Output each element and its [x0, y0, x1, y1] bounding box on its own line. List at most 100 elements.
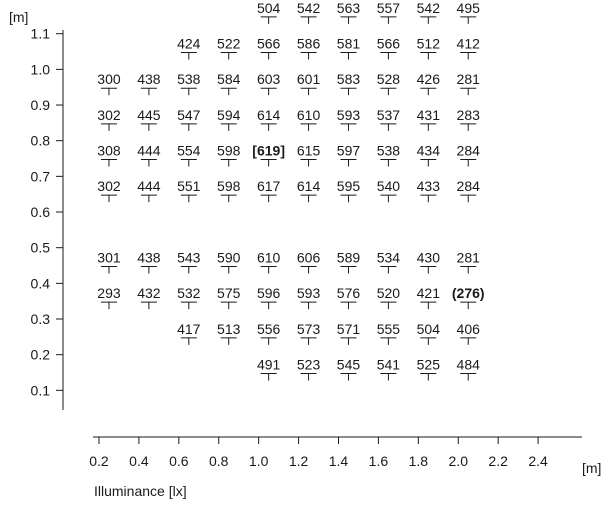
- x-tick-label: 0.2: [89, 453, 109, 469]
- data-cell: 614: [297, 178, 320, 203]
- x-tick-label: 1.0: [249, 453, 269, 469]
- data-value-label: 522: [217, 36, 241, 52]
- data-cell: 302: [97, 107, 121, 131]
- data-value-label: 598: [217, 143, 241, 159]
- data-cell: 551: [177, 178, 201, 203]
- data-cell: 593: [337, 107, 361, 131]
- data-value-label: 421: [417, 285, 441, 301]
- x-ticks: 0.2 0.4 0.6 0.8 1.0 1.2 1.4 1.6 1.8 2.0 2.2 2.4: [89, 437, 548, 469]
- data-cell: 283: [457, 107, 480, 131]
- data-value-label: 426: [417, 71, 441, 87]
- data-value-label: 573: [297, 321, 321, 337]
- x-tick-label: 2.4: [528, 453, 548, 469]
- data-value-label: 293: [97, 285, 121, 301]
- data-cell: 610: [257, 250, 281, 274]
- data-cell: 504: [417, 321, 440, 345]
- x-tick-label: 0.4: [129, 453, 149, 469]
- data-value-label: [619]: [252, 143, 285, 159]
- data-cell: 566: [377, 36, 400, 60]
- data-value-label: 406: [457, 321, 481, 337]
- data-cell: 540: [377, 178, 400, 203]
- data-cell: 590: [217, 250, 241, 274]
- data-value-label: 610: [297, 107, 321, 123]
- data-cell: 603: [257, 71, 281, 96]
- x-axis-title: Illuminance [lx]: [94, 483, 187, 499]
- data-value-label: 598: [217, 178, 241, 194]
- data-value-label: 534: [377, 250, 401, 266]
- x-tick-label: 1.6: [369, 453, 389, 469]
- data-cell: 538: [177, 71, 201, 96]
- data-value-label: 491: [257, 357, 281, 373]
- data-cell: 444: [137, 178, 161, 203]
- data-value-label: 581: [337, 36, 361, 52]
- data-cell: 308: [97, 143, 121, 167]
- data-value-label: 300: [97, 71, 121, 87]
- data-cell: 445: [137, 107, 161, 131]
- data-cell: 573: [297, 321, 321, 345]
- data-value-label: 556: [257, 321, 281, 337]
- data-value-label: 302: [97, 178, 121, 194]
- data-cell: 520: [377, 285, 401, 310]
- data-cell: 406: [457, 321, 481, 345]
- data-value-label: 525: [417, 357, 441, 373]
- y-tick-label: 1.1: [31, 26, 51, 42]
- data-value-label: 520: [377, 285, 401, 301]
- data-cell: 426: [417, 71, 441, 96]
- data-value-label: 512: [417, 36, 441, 52]
- data-cell: 614: [257, 107, 281, 131]
- data-value-label: 593: [337, 107, 361, 123]
- data-value-label: 542: [297, 0, 321, 16]
- data-value-label: 301: [97, 250, 121, 266]
- data-value-label: 547: [177, 107, 201, 123]
- data-value-label: 583: [337, 71, 361, 87]
- data-cell: 597: [337, 143, 361, 167]
- data-value-label: 597: [337, 143, 361, 159]
- data-value-label: 495: [457, 0, 481, 16]
- data-value-label: 444: [137, 178, 161, 194]
- data-value-label: 551: [177, 178, 201, 194]
- data-cell: 594: [217, 107, 241, 131]
- data-cell: 555: [377, 321, 400, 345]
- data-cell: 554: [177, 143, 201, 167]
- y-tick-label: 0.9: [31, 97, 51, 113]
- data-value-label: 433: [417, 178, 441, 194]
- data-value-label: 575: [217, 285, 241, 301]
- data-cell: 543: [177, 250, 201, 274]
- data-value-label: 432: [137, 285, 161, 301]
- data-value-label: 281: [457, 250, 481, 266]
- data-cell: 538: [377, 143, 400, 167]
- data-value-label: 284: [457, 178, 481, 194]
- data-cell: 302: [97, 178, 121, 203]
- data-value-label: 589: [337, 250, 361, 266]
- data-value-label: (276): [452, 285, 485, 301]
- data-cell: 617: [257, 178, 281, 203]
- data-cell: 537: [377, 107, 401, 131]
- y-tick-label: 0.2: [31, 347, 51, 363]
- data-value-label: 308: [97, 143, 121, 159]
- data-cell: 545: [337, 357, 360, 381]
- data-cell: 598: [217, 178, 241, 203]
- data-value-label: 504: [257, 0, 281, 16]
- data-value-label: 537: [377, 107, 401, 123]
- data-cell: 596: [257, 285, 281, 310]
- y-tick-label: 0.8: [31, 133, 51, 149]
- data-cell: 575: [217, 285, 241, 310]
- data-cell: 522: [217, 36, 241, 60]
- data-value-label: 576: [337, 285, 361, 301]
- data-cell: 431: [417, 107, 440, 131]
- data-value-label: 584: [217, 71, 241, 87]
- data-cell: 495: [457, 0, 481, 24]
- data-value-label: 438: [137, 71, 161, 87]
- data-value-label: 417: [177, 321, 201, 337]
- data-value-label: 528: [377, 71, 401, 87]
- data-value-label: 430: [417, 250, 441, 266]
- data-value-label: 563: [337, 0, 361, 16]
- y-tick-label: 0.3: [31, 311, 51, 327]
- data-value-label: 538: [177, 71, 201, 87]
- data-value-label: 434: [417, 143, 441, 159]
- y-tick-label: 0.1: [31, 382, 51, 398]
- data-cell: 581: [337, 36, 361, 60]
- data-value-label: 513: [217, 321, 241, 337]
- data-cell: 589: [337, 250, 361, 274]
- data-value-label: 571: [337, 321, 361, 337]
